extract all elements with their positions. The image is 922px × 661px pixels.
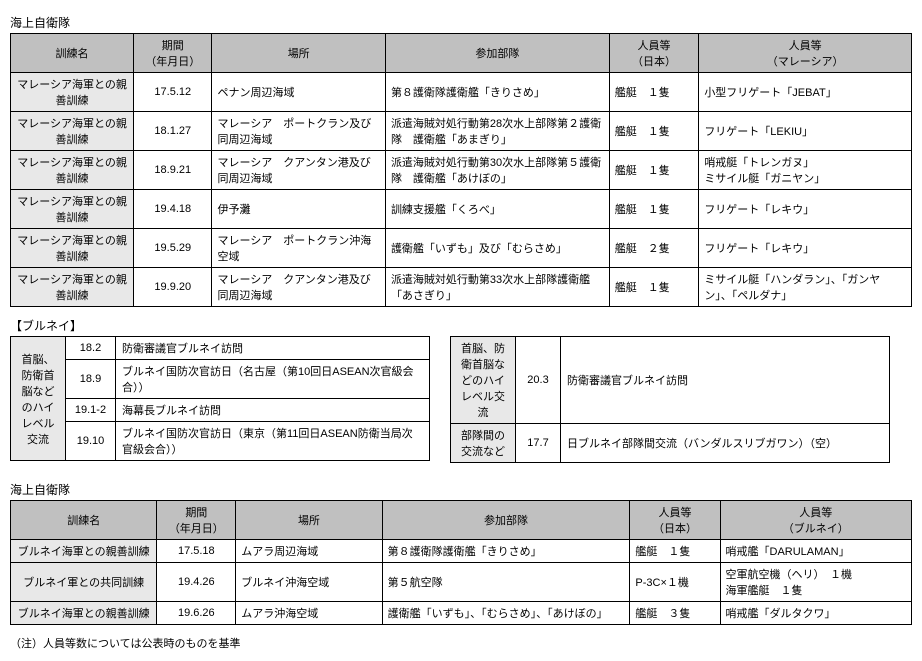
cell-jp: 艦艇 １隻	[609, 73, 699, 112]
table-row: マレーシア海軍との親善訓練19.5.29マレーシア ポートクラン沖海空域護衛艦「…	[11, 229, 912, 268]
malaysia-table: 訓練名 期間 （年月日） 場所 参加部隊 人員等 （日本） 人員等 （マレーシア…	[10, 33, 912, 307]
ml-d2: 19.1-2	[66, 399, 116, 422]
cell-jp: 艦艇 １隻	[609, 268, 699, 307]
ml-d1: 18.9	[66, 360, 116, 399]
t2-h-units: 参加部隊	[382, 501, 630, 540]
cell-other: 哨戒艇「トレンガヌ」 ミサイル艇「ガニヤン」	[699, 151, 912, 190]
cell-name: マレーシア海軍との親善訓練	[11, 229, 134, 268]
mr-t1: 防衛審議官ブルネイ訪問	[561, 337, 890, 424]
cell-place: マレーシア ポートクラン及び同周辺海域	[212, 112, 385, 151]
ml-t3: ブルネイ国防次官訪日（東京（第11回日ASEAN防衛当局次官級会合））	[116, 422, 430, 461]
ml-t0: 防衛審議官ブルネイ訪問	[116, 337, 430, 360]
cell-jp: P-3C×１機	[630, 563, 720, 602]
cell-date: 19.4.18	[134, 190, 212, 229]
cell-jp: 艦艇 １隻	[609, 151, 699, 190]
t2-h-place: 場所	[236, 501, 382, 540]
cell-jp: 艦艇 ２隻	[609, 229, 699, 268]
cell-units: 護衛艦「いずも」及び「むらさめ」	[385, 229, 609, 268]
ml-header: 首脳、防衛首脳などのハイレベル交流	[11, 337, 66, 461]
cell-place: マレーシア ポートクラン沖海空域	[212, 229, 385, 268]
cell-name: ブルネイ軍との共同訓練	[11, 563, 157, 602]
brunei-label: 【ブルネイ】	[10, 317, 912, 334]
cell-jp: 艦艇 ３隻	[630, 602, 720, 625]
mr-d2: 17.7	[516, 424, 561, 463]
cell-date: 18.9.21	[134, 151, 212, 190]
t1-h-date: 期間 （年月日）	[134, 34, 212, 73]
t1-h-name: 訓練名	[11, 34, 134, 73]
ml-d0: 18.2	[66, 337, 116, 360]
cell-name: マレーシア海軍との親善訓練	[11, 190, 134, 229]
mr-t2: 日ブルネイ部隊間交流（バンダルスリブガワン）（空）	[561, 424, 890, 463]
cell-jp: 艦艇 １隻	[630, 540, 720, 563]
t2-h-date: 期間 （年月日）	[157, 501, 236, 540]
cell-date: 19.9.20	[134, 268, 212, 307]
cell-name: マレーシア海軍との親善訓練	[11, 268, 134, 307]
mid-right-table: 首脳、防衛首脳などのハイレベル交流 20.3 防衛審議官ブルネイ訪問 部隊間の交…	[450, 336, 890, 463]
cell-units: 第８護衛隊護衛艦「きりさめ」	[385, 73, 609, 112]
table-row: マレーシア海軍との親善訓練17.5.12ペナン周辺海域第８護衛隊護衛艦「きりさめ…	[11, 73, 912, 112]
cell-jp: 艦艇 １隻	[609, 112, 699, 151]
cell-units: 訓練支援艦「くろべ」	[385, 190, 609, 229]
cell-other: 空軍航空機（ヘリ） １機 海軍艦艇 １隻	[720, 563, 912, 602]
cell-name: ブルネイ海軍との親善訓練	[11, 602, 157, 625]
ml-t2: 海幕長ブルネイ訪問	[116, 399, 430, 422]
mid-row: 首脳、防衛首脳などのハイレベル交流 18.2 防衛審議官ブルネイ訪問 18.9 …	[10, 336, 912, 473]
cell-place: ムアラ沖海空域	[236, 602, 382, 625]
cell-date: 19.4.26	[157, 563, 236, 602]
cell-units: 派遣海賊対処行動第33次水上部隊護衛艦「あさぎり」	[385, 268, 609, 307]
ml-t1: ブルネイ国防次官訪日（名古屋（第10回日ASEAN次官級会合））	[116, 360, 430, 399]
cell-other: 哨戒艦「DARULAMAN」	[720, 540, 912, 563]
cell-date: 17.5.12	[134, 73, 212, 112]
cell-jp: 艦艇 １隻	[609, 190, 699, 229]
t1-h-jp: 人員等 （日本）	[609, 34, 699, 73]
cell-date: 19.6.26	[157, 602, 236, 625]
cell-units: 護衛艦「いずも」、「むらさめ」、「あけぼの」	[382, 602, 630, 625]
cell-other: 哨戒艦「ダルタクワ」	[720, 602, 912, 625]
cell-name: マレーシア海軍との親善訓練	[11, 73, 134, 112]
cell-place: マレーシア クアンタン港及び同周辺海域	[212, 268, 385, 307]
cell-place: ブルネイ沖海空域	[236, 563, 382, 602]
table-row: マレーシア海軍との親善訓練19.4.18伊予灘訓練支援艦「くろべ」艦艇 １隻フリ…	[11, 190, 912, 229]
cell-name: ブルネイ海軍との親善訓練	[11, 540, 157, 563]
cell-place: マレーシア クアンタン港及び同周辺海域	[212, 151, 385, 190]
cell-date: 17.5.18	[157, 540, 236, 563]
section1-label: 海上自衛隊	[10, 14, 912, 31]
cell-units: 第８護衛隊護衛艦「きりさめ」	[382, 540, 630, 563]
t1-h-place: 場所	[212, 34, 385, 73]
cell-place: ペナン周辺海域	[212, 73, 385, 112]
t1-h-units: 参加部隊	[385, 34, 609, 73]
cell-place: 伊予灘	[212, 190, 385, 229]
mid-left-table: 首脳、防衛首脳などのハイレベル交流 18.2 防衛審議官ブルネイ訪問 18.9 …	[10, 336, 430, 461]
cell-other: フリゲート「LEKIU」	[699, 112, 912, 151]
cell-date: 18.1.27	[134, 112, 212, 151]
table-row: マレーシア海軍との親善訓練18.1.27マレーシア ポートクラン及び同周辺海域派…	[11, 112, 912, 151]
cell-other: フリゲート「レキウ」	[699, 190, 912, 229]
cell-other: フリゲート「レキウ」	[699, 229, 912, 268]
t2-h-other: 人員等 （ブルネイ）	[720, 501, 912, 540]
cell-name: マレーシア海軍との親善訓練	[11, 151, 134, 190]
mr-h1: 首脳、防衛首脳などのハイレベル交流	[451, 337, 516, 424]
section2-label: 海上自衛隊	[10, 481, 912, 498]
table-row: マレーシア海軍との親善訓練19.9.20マレーシア クアンタン港及び同周辺海域派…	[11, 268, 912, 307]
mr-h2: 部隊間の交流など	[451, 424, 516, 463]
cell-other: ミサイル艇「ハンダラン」、「ガンヤン」、「ペルダナ」	[699, 268, 912, 307]
t1-h-other: 人員等 （マレーシア）	[699, 34, 912, 73]
mr-d1: 20.3	[516, 337, 561, 424]
table-row: マレーシア海軍との親善訓練18.9.21マレーシア クアンタン港及び同周辺海域派…	[11, 151, 912, 190]
t2-h-jp: 人員等 （日本）	[630, 501, 720, 540]
footnote: （注）人員等数については公表時のものを基準	[10, 635, 912, 651]
cell-units: 派遣海賊対処行動第28次水上部隊第２護衛隊 護衛艦「あまぎり」	[385, 112, 609, 151]
t2-h-name: 訓練名	[11, 501, 157, 540]
cell-date: 19.5.29	[134, 229, 212, 268]
table-row: ブルネイ海軍との親善訓練19.6.26ムアラ沖海空域護衛艦「いずも」、「むらさめ…	[11, 602, 912, 625]
cell-name: マレーシア海軍との親善訓練	[11, 112, 134, 151]
ml-d3: 19.10	[66, 422, 116, 461]
cell-place: ムアラ周辺海域	[236, 540, 382, 563]
table-row: ブルネイ軍との共同訓練19.4.26ブルネイ沖海空域第５航空隊P-3C×１機空軍…	[11, 563, 912, 602]
brunei-table: 訓練名 期間 （年月日） 場所 参加部隊 人員等 （日本） 人員等 （ブルネイ）…	[10, 500, 912, 625]
table-row: ブルネイ海軍との親善訓練17.5.18ムアラ周辺海域第８護衛隊護衛艦「きりさめ」…	[11, 540, 912, 563]
cell-other: 小型フリゲート「JEBAT」	[699, 73, 912, 112]
cell-units: 派遣海賊対処行動第30次水上部隊第５護衛隊 護衛艦「あけぼの」	[385, 151, 609, 190]
cell-units: 第５航空隊	[382, 563, 630, 602]
